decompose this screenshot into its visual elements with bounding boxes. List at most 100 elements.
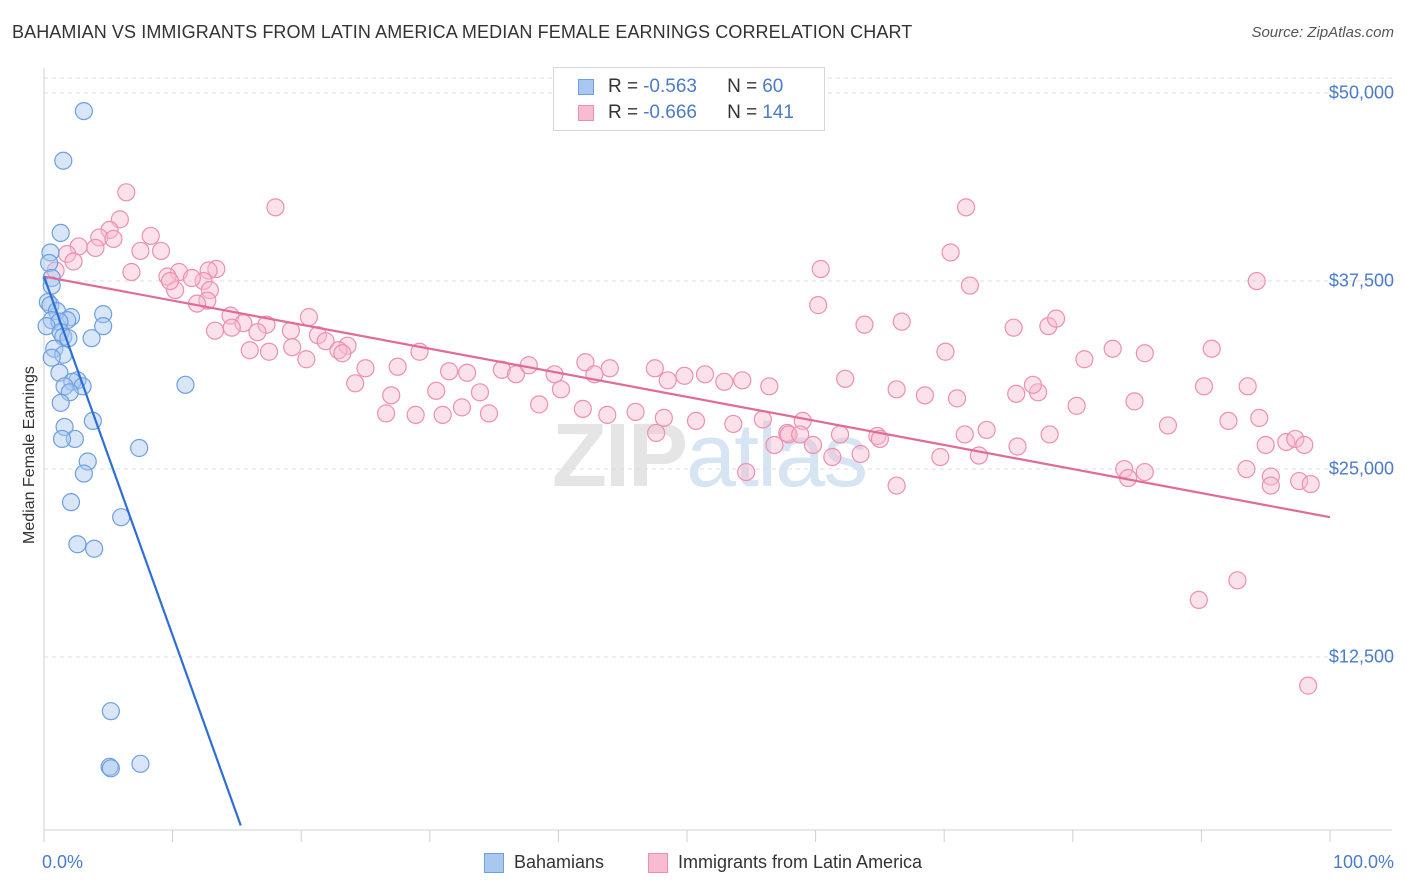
latin-america-point — [141, 226, 160, 246]
legend-r-value: -0.563 — [643, 76, 697, 97]
latin-america-point — [600, 359, 619, 378]
latin-america-point — [1158, 416, 1178, 435]
bahamian-trend-line — [42, 276, 242, 826]
latin-america-point — [1256, 435, 1275, 455]
bahamian-point — [74, 101, 93, 121]
latin-america-point — [1135, 344, 1154, 363]
latin-america-point — [333, 344, 352, 363]
latin-america-point — [376, 404, 396, 423]
latin-america-point — [160, 271, 180, 291]
latin-america-point — [433, 405, 452, 424]
latin-america-point — [658, 371, 677, 390]
y-tick-label: $25,000 — [1328, 458, 1394, 479]
bahamian-point — [52, 429, 72, 449]
latin-america-point — [887, 476, 906, 495]
bahamian-point — [130, 438, 149, 458]
y-axis-label: Median Female Earnings — [21, 366, 38, 544]
latin-america-point — [1046, 309, 1066, 328]
bahamian-point — [94, 317, 113, 336]
latin-america-trend-line — [43, 275, 1331, 519]
correlation-legend: R = -0.563 N = 60 R = -0.666 N = 141 — [553, 67, 825, 131]
bahamian-point — [54, 151, 73, 170]
latin-america-point — [248, 323, 267, 342]
latin-america-swatch — [578, 105, 594, 121]
latin-america-point — [686, 411, 706, 431]
latin-america-point — [830, 425, 850, 444]
latin-america-point — [64, 252, 83, 271]
latin-america-point — [205, 321, 225, 340]
latin-america-point — [1237, 459, 1256, 479]
bahamian-point — [50, 363, 69, 382]
latin-america-point — [1067, 396, 1086, 415]
latin-america-point — [194, 271, 213, 291]
latin-america-point — [1290, 471, 1309, 491]
latin-america-point — [356, 359, 375, 378]
latin-america-point — [297, 350, 316, 369]
latin-america-point — [122, 262, 141, 282]
latin-america-point — [645, 359, 664, 378]
legend-n-value: 60 — [762, 76, 784, 97]
bahamian-point — [176, 375, 195, 394]
latin-america-point — [439, 362, 459, 381]
latin-america-point — [470, 383, 490, 402]
latin-america-point — [1247, 271, 1266, 291]
latin-america-point — [1299, 676, 1318, 695]
bahamian-points — [37, 101, 195, 778]
bahamian-point — [85, 539, 104, 558]
bahamians-legend-label: Bahamians — [514, 852, 605, 872]
latin-america-point — [100, 220, 119, 240]
legend-row-bahamians: R = -0.563 N = 60 — [578, 75, 783, 99]
bahamian-point — [78, 452, 97, 471]
legend-row-latin-america: R = -0.666 N = 141 — [578, 101, 794, 125]
legend-r-value: -0.666 — [643, 102, 697, 123]
legend-item-latin-america[interactable]: Immigrants from Latin America — [648, 852, 922, 873]
latin-america-point — [851, 444, 870, 464]
latin-america-point — [941, 243, 960, 262]
latin-america-point — [1023, 375, 1043, 394]
latin-america-point — [1228, 571, 1247, 590]
bahamian-point — [65, 429, 84, 449]
latin-america-point — [316, 332, 335, 351]
latin-america-point — [1194, 377, 1214, 396]
y-tick-label: $50,000 — [1328, 82, 1394, 103]
latin-america-point — [457, 363, 477, 382]
bahamian-point — [40, 253, 59, 273]
bahamian-point — [101, 759, 120, 778]
latin-america-point — [1261, 476, 1280, 495]
latin-america-points — [46, 183, 1320, 695]
latin-america-point — [695, 365, 715, 384]
latin-america-point — [956, 198, 976, 217]
latin-america-point — [576, 353, 595, 372]
latin-america-point — [131, 241, 150, 261]
latin-america-point — [1039, 317, 1058, 336]
latin-america-point — [240, 341, 259, 360]
latin-america-point — [266, 198, 285, 217]
x-tick-min: 0.0% — [42, 852, 84, 872]
latin-america-point — [809, 296, 828, 315]
bahamian-point — [60, 383, 79, 402]
latin-america-point — [117, 183, 136, 202]
x-tick-max: 100.0% — [1332, 852, 1394, 872]
trend-lines — [42, 275, 1331, 826]
latin-america-point — [823, 447, 842, 467]
latin-america-point — [166, 280, 185, 300]
latin-america-point — [283, 338, 302, 357]
latin-america-point — [1250, 408, 1269, 428]
latin-america-point — [947, 389, 967, 408]
latin-america-point — [760, 377, 779, 396]
legend-item-bahamians[interactable]: Bahamians — [484, 852, 604, 873]
latin-america-point — [382, 386, 401, 405]
bahamian-point — [74, 464, 93, 483]
axes — [43, 68, 1392, 842]
latin-america-point — [1103, 339, 1122, 358]
latin-america-point — [1286, 429, 1305, 449]
latin-america-point — [1219, 411, 1238, 431]
latin-america-point — [654, 408, 673, 428]
legend-n-label: N = — [727, 76, 758, 97]
latin-america-point — [598, 405, 617, 424]
bahamian-point — [51, 223, 70, 243]
latin-america-legend-swatch — [648, 852, 668, 873]
bahamians-swatch — [578, 79, 594, 95]
latin-america-point — [90, 228, 109, 247]
bahamian-point — [42, 348, 61, 367]
